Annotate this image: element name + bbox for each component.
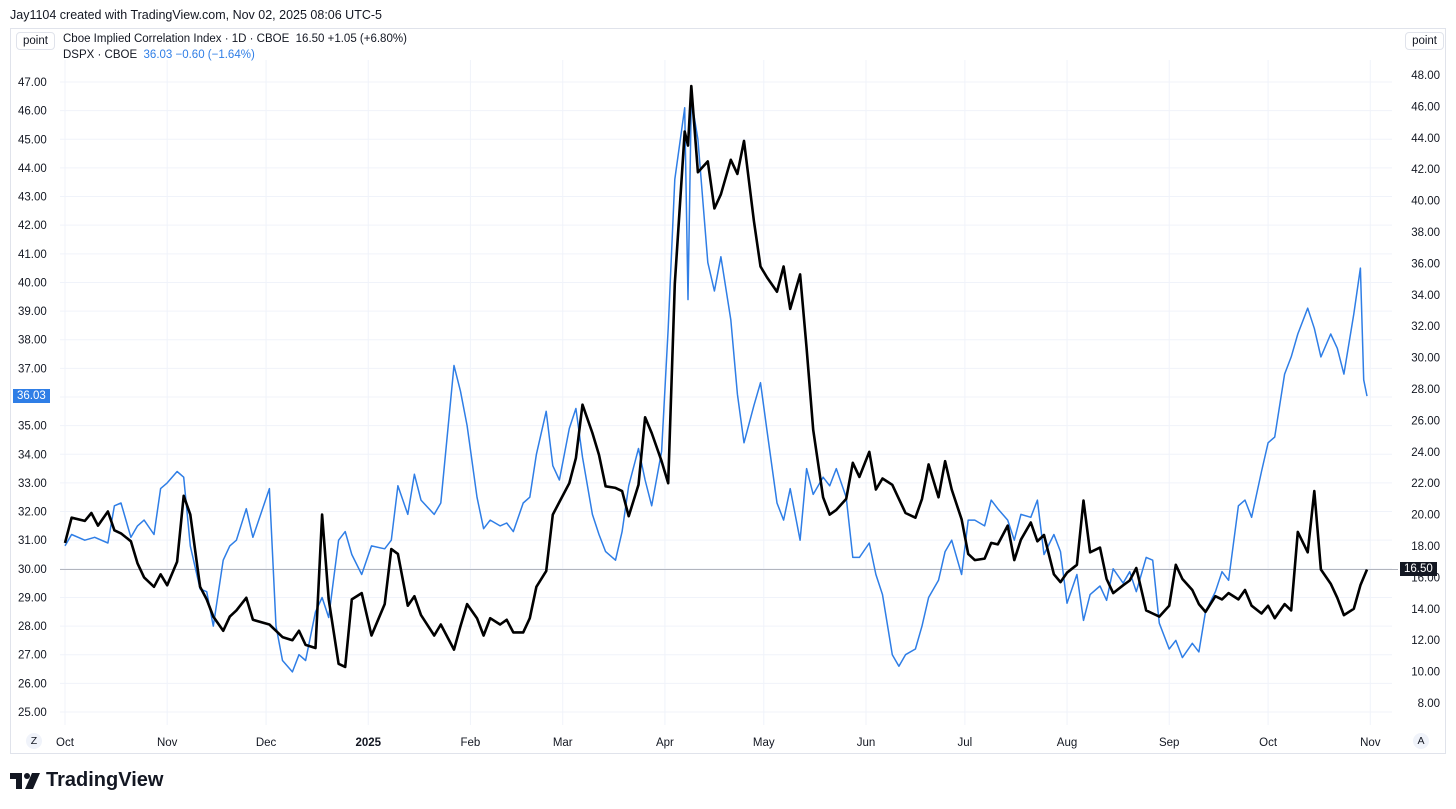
legend-cor-name: Cboe Implied Correlation Index · 1D · CB… <box>63 33 290 45</box>
right-axis-tick: 38.00 <box>1411 227 1440 239</box>
left-axis-tick: 33.00 <box>18 478 47 490</box>
right-axis-tick: 34.00 <box>1411 290 1440 302</box>
left-axis-tick: 44.00 <box>18 163 47 175</box>
left-axis-tick: 31.00 <box>18 535 47 547</box>
legend-cor-stats: 16.50 +1.05 (+6.80%) <box>295 33 407 45</box>
right-axis-tick: 42.00 <box>1411 164 1440 176</box>
attribution-header: Jay1104 created with TradingView.com, No… <box>10 8 382 22</box>
left-axis-tick: 47.00 <box>18 77 47 89</box>
left-axis-tick: 38.00 <box>18 335 47 347</box>
x-axis-tick: Nov <box>157 737 178 749</box>
right-axis-tick: 46.00 <box>1411 101 1440 113</box>
x-axis-tick: Feb <box>461 737 481 749</box>
x-axis-tick: Oct <box>1259 737 1278 749</box>
x-axis-tick: 2025 <box>355 737 381 749</box>
x-axis-tick: Jun <box>857 737 876 749</box>
cor-last-value-badge: 16.50 <box>1400 562 1437 576</box>
right-scale-unit[interactable]: point <box>1405 32 1444 50</box>
right-axis-tick: 18.00 <box>1411 541 1440 553</box>
left-axis-tick: 46.00 <box>18 106 47 118</box>
left-axis-tick: 45.00 <box>18 134 47 146</box>
x-axis-tick: Dec <box>256 737 277 749</box>
dspx-series-line <box>64 98 1368 673</box>
x-axis-tick: May <box>753 737 775 749</box>
left-axis-tick: 41.00 <box>18 249 47 261</box>
left-axis-tick: 34.00 <box>18 449 47 461</box>
right-axis-tick: 10.00 <box>1411 667 1440 679</box>
left-axis-tick: 32.00 <box>18 507 47 519</box>
left-axis-tick: 39.00 <box>18 306 47 318</box>
right-axis-tick: 12.00 <box>1411 635 1440 647</box>
left-axis-tick: 42.00 <box>18 220 47 232</box>
left-scale-unit[interactable]: point <box>16 32 55 50</box>
x-axis-tick: Sep <box>1159 737 1179 749</box>
x-axis-tick: Nov <box>1360 737 1381 749</box>
left-scale-mode-button[interactable]: Z <box>26 733 42 749</box>
tradingview-logo-icon <box>10 772 40 789</box>
x-axis-tick: Jul <box>958 737 973 749</box>
cor-index-series-line <box>63 84 1369 669</box>
left-axis-tick: 28.00 <box>18 621 47 633</box>
right-axis-tick: 26.00 <box>1411 415 1440 427</box>
right-scale-mode-button[interactable]: A <box>1413 733 1429 749</box>
chart-frame <box>10 28 1446 754</box>
left-axis-tick: 25.00 <box>18 707 47 719</box>
left-axis-tick: 35.00 <box>18 421 47 433</box>
x-axis-tick: Apr <box>656 737 674 749</box>
left-axis-tick: 37.00 <box>18 363 47 375</box>
legend-dspx-stats: 36.03 −0.60 (−1.64%) <box>143 49 255 61</box>
dspx-last-value-badge: 36.03 <box>13 389 50 403</box>
tradingview-logo: TradingView <box>10 769 163 792</box>
tradingview-brand-text: TradingView <box>46 769 164 791</box>
legend-cor-index[interactable]: Cboe Implied Correlation Index · 1D · CB… <box>63 33 407 45</box>
right-axis-tick: 20.00 <box>1411 510 1440 522</box>
legend-dspx[interactable]: DSPX · CBOE 36.03 −0.60 (−1.64%) <box>63 49 255 61</box>
left-axis-tick: 43.00 <box>18 192 47 204</box>
x-axis-tick: Aug <box>1057 737 1077 749</box>
right-axis-tick: 44.00 <box>1411 133 1440 145</box>
left-axis-tick: 40.00 <box>18 277 47 289</box>
left-axis-tick: 27.00 <box>18 650 47 662</box>
right-axis-tick: 24.00 <box>1411 447 1440 459</box>
left-axis-tick: 30.00 <box>18 564 47 576</box>
right-axis-tick: 40.00 <box>1411 196 1440 208</box>
right-axis-tick: 8.00 <box>1418 698 1440 710</box>
left-axis-tick: 29.00 <box>18 592 47 604</box>
right-axis-tick: 36.00 <box>1411 258 1440 270</box>
right-axis-tick: 28.00 <box>1411 384 1440 396</box>
right-axis-tick: 32.00 <box>1411 321 1440 333</box>
legend-dspx-name: DSPX · CBOE <box>63 49 138 61</box>
x-axis-tick: Mar <box>553 737 573 749</box>
left-axis-tick: 26.00 <box>18 678 47 690</box>
x-axis-tick: Oct <box>56 737 75 749</box>
right-axis-tick: 48.00 <box>1411 70 1440 82</box>
right-axis-tick: 30.00 <box>1411 353 1440 365</box>
right-axis-tick: 14.00 <box>1411 604 1440 616</box>
right-axis-tick: 22.00 <box>1411 478 1440 490</box>
